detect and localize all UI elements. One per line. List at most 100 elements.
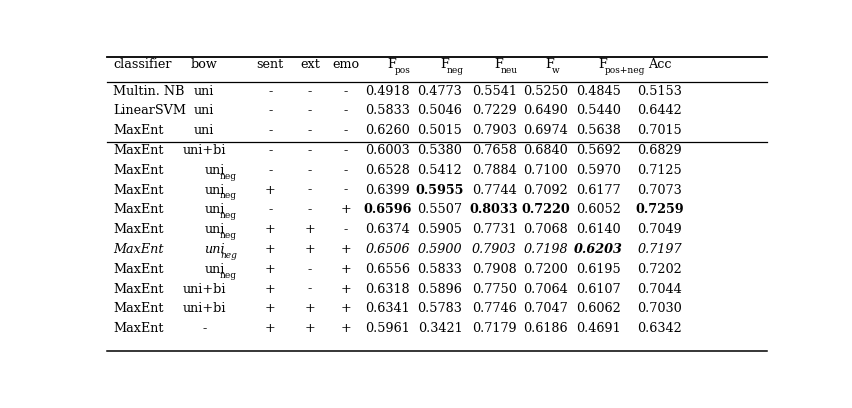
- Text: 0.5961: 0.5961: [366, 322, 410, 335]
- Text: 0.5900: 0.5900: [417, 243, 463, 256]
- Text: MaxEnt: MaxEnt: [113, 263, 164, 276]
- Text: 0.7903: 0.7903: [472, 124, 516, 137]
- Text: +: +: [265, 243, 275, 256]
- Text: 0.5833: 0.5833: [366, 104, 410, 118]
- Text: -: -: [308, 204, 312, 216]
- Text: 0.7064: 0.7064: [523, 283, 568, 295]
- Text: emo: emo: [332, 58, 359, 71]
- Text: 0.6596: 0.6596: [364, 204, 412, 216]
- Text: -: -: [308, 164, 312, 177]
- Text: 0.7068: 0.7068: [523, 223, 568, 236]
- Text: 0.3421: 0.3421: [417, 322, 463, 335]
- Text: neu: neu: [501, 66, 518, 75]
- Text: 0.6840: 0.6840: [523, 144, 568, 157]
- Text: 0.5046: 0.5046: [417, 104, 463, 118]
- Text: -: -: [343, 164, 348, 177]
- Text: 0.4845: 0.4845: [576, 84, 621, 98]
- Text: F: F: [545, 58, 555, 71]
- Text: -: -: [268, 104, 273, 118]
- Text: +: +: [340, 243, 351, 256]
- Text: uni+bi: uni+bi: [182, 144, 226, 157]
- Text: uni: uni: [194, 124, 215, 137]
- Text: 0.6490: 0.6490: [523, 104, 568, 118]
- Text: w: w: [552, 66, 560, 75]
- Text: uni: uni: [194, 104, 215, 118]
- Text: 0.6052: 0.6052: [576, 204, 621, 216]
- Text: 0.7179: 0.7179: [472, 322, 516, 335]
- Text: Acc: Acc: [648, 58, 671, 71]
- Text: 0.7259: 0.7259: [636, 204, 684, 216]
- Text: -: -: [268, 144, 273, 157]
- Text: +: +: [265, 184, 276, 197]
- Text: neg: neg: [220, 231, 237, 240]
- Text: 0.5638: 0.5638: [576, 124, 621, 137]
- Text: +: +: [304, 322, 315, 335]
- Text: +: +: [340, 204, 351, 216]
- Text: 0.7092: 0.7092: [523, 184, 568, 197]
- Text: 0.5955: 0.5955: [416, 184, 464, 197]
- Text: 0.5783: 0.5783: [417, 302, 463, 315]
- Text: 0.7750: 0.7750: [472, 283, 516, 295]
- Text: -: -: [268, 204, 273, 216]
- Text: -: -: [308, 104, 312, 118]
- Text: 0.6140: 0.6140: [576, 223, 621, 236]
- Text: uni: uni: [204, 263, 225, 276]
- Text: 0.5905: 0.5905: [417, 223, 463, 236]
- Text: +: +: [340, 322, 351, 335]
- Text: MaxEnt: MaxEnt: [113, 184, 164, 197]
- Text: neg: neg: [446, 66, 463, 75]
- Text: 0.5541: 0.5541: [472, 84, 516, 98]
- Text: -: -: [268, 84, 273, 98]
- Text: 0.5412: 0.5412: [417, 164, 463, 177]
- Text: F: F: [440, 58, 449, 71]
- Text: 0.8033: 0.8033: [469, 204, 518, 216]
- Text: 0.7049: 0.7049: [637, 223, 682, 236]
- Text: MaxEnt: MaxEnt: [113, 283, 164, 295]
- Text: 0.7073: 0.7073: [637, 184, 682, 197]
- Text: F: F: [494, 58, 503, 71]
- Text: -: -: [343, 84, 348, 98]
- Text: 0.7047: 0.7047: [523, 302, 568, 315]
- Text: 0.4691: 0.4691: [576, 322, 621, 335]
- Text: uni: uni: [204, 243, 225, 256]
- Text: 0.6974: 0.6974: [523, 124, 568, 137]
- Text: sent: sent: [256, 58, 284, 71]
- Text: 0.7658: 0.7658: [472, 144, 516, 157]
- Text: -: -: [202, 322, 206, 335]
- Text: +: +: [304, 223, 315, 236]
- Text: uni: uni: [194, 84, 215, 98]
- Text: 0.6260: 0.6260: [366, 124, 410, 137]
- Text: -: -: [268, 164, 273, 177]
- Text: MaxEnt: MaxEnt: [113, 302, 164, 315]
- Text: F: F: [388, 58, 396, 71]
- Text: -: -: [308, 263, 312, 276]
- Text: +: +: [340, 283, 351, 295]
- Text: 0.6203: 0.6203: [574, 243, 623, 256]
- Text: uni+bi: uni+bi: [182, 283, 226, 295]
- Text: 0.7731: 0.7731: [472, 223, 516, 236]
- Text: MaxEnt: MaxEnt: [113, 223, 164, 236]
- Text: -: -: [308, 283, 312, 295]
- Text: -: -: [308, 84, 312, 98]
- Text: -: -: [308, 184, 312, 197]
- Text: 0.5380: 0.5380: [417, 144, 463, 157]
- Text: 0.6374: 0.6374: [366, 223, 410, 236]
- Text: +: +: [265, 223, 276, 236]
- Text: +: +: [304, 243, 315, 256]
- Text: 0.6186: 0.6186: [523, 322, 568, 335]
- Text: Multin. NB: Multin. NB: [113, 84, 185, 98]
- Text: 0.6556: 0.6556: [366, 263, 411, 276]
- Text: +: +: [265, 302, 276, 315]
- Text: MaxEnt: MaxEnt: [113, 164, 164, 177]
- Text: classifier: classifier: [113, 58, 171, 71]
- Text: 0.6003: 0.6003: [366, 144, 410, 157]
- Text: 0.6829: 0.6829: [637, 144, 682, 157]
- Text: uni: uni: [204, 204, 225, 216]
- Text: 0.5153: 0.5153: [637, 84, 682, 98]
- Text: 0.6107: 0.6107: [576, 283, 621, 295]
- Text: 0.7229: 0.7229: [472, 104, 516, 118]
- Text: +: +: [304, 302, 315, 315]
- Text: 0.4918: 0.4918: [366, 84, 410, 98]
- Text: 0.6442: 0.6442: [637, 104, 682, 118]
- Text: neg: neg: [220, 271, 237, 279]
